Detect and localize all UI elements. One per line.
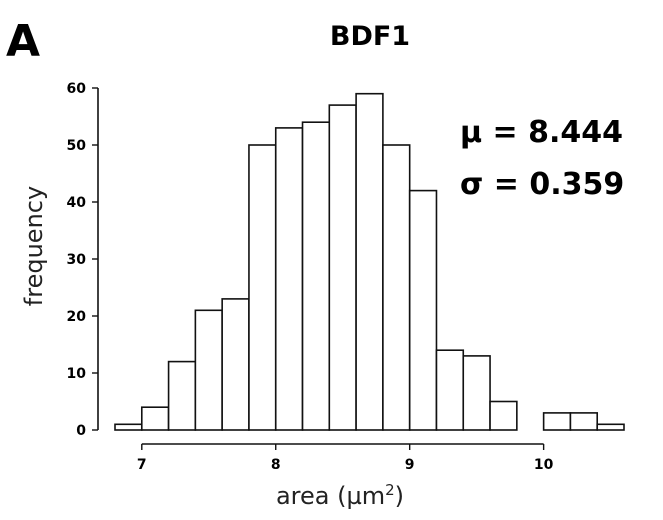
y-tick-label: 60 bbox=[67, 81, 87, 97]
histogram-bar bbox=[569, 412, 599, 431]
histogram-bar bbox=[301, 121, 331, 431]
histogram-bar bbox=[382, 144, 411, 431]
histogram-bar bbox=[114, 423, 143, 431]
histogram-bar bbox=[221, 298, 250, 431]
x-tick-label: 10 bbox=[534, 457, 554, 473]
histogram-bar bbox=[167, 360, 197, 431]
chart-title: BDF1 bbox=[330, 21, 410, 52]
x-tick-label: 7 bbox=[137, 457, 147, 473]
x-axis-label: area (µm2) bbox=[276, 481, 404, 510]
y-tick-label: 40 bbox=[67, 195, 87, 211]
y-tick-label: 0 bbox=[76, 423, 86, 439]
x-tick-label: 8 bbox=[271, 457, 281, 473]
histogram-bar bbox=[274, 127, 304, 431]
histogram-bar bbox=[328, 104, 357, 431]
panel-label: A bbox=[6, 16, 40, 67]
x-axis-label-close: ) bbox=[395, 482, 404, 510]
sd-annotation: σ = 0.359 bbox=[460, 167, 624, 202]
histogram-bar bbox=[248, 144, 277, 431]
histogram-bar bbox=[596, 423, 625, 431]
y-axis-label: frequency bbox=[20, 186, 48, 306]
histogram-bar bbox=[408, 189, 438, 431]
histogram-bar bbox=[542, 412, 572, 431]
x-axis-label-superscript: 2 bbox=[385, 481, 395, 499]
y-axis: 0 10 20 30 40 50 60 bbox=[67, 81, 99, 439]
x-axis: 7 8 9 10 bbox=[137, 443, 554, 473]
mean-annotation: μ = 8.444 bbox=[460, 115, 623, 150]
y-tick-label: 50 bbox=[67, 138, 87, 154]
histogram-bar bbox=[140, 406, 170, 431]
y-tick-label: 30 bbox=[67, 252, 87, 268]
histogram-bar bbox=[489, 400, 518, 431]
bars-group bbox=[114, 92, 625, 431]
histogram-bar bbox=[194, 309, 223, 431]
y-tick-label: 20 bbox=[67, 309, 87, 325]
histogram-bar bbox=[462, 355, 491, 431]
histogram-bar bbox=[435, 349, 465, 431]
y-tick-label: 10 bbox=[67, 366, 87, 382]
histogram-bar bbox=[355, 92, 384, 431]
x-axis-label-base: area (µm bbox=[276, 482, 385, 510]
x-tick-label: 9 bbox=[405, 457, 415, 473]
